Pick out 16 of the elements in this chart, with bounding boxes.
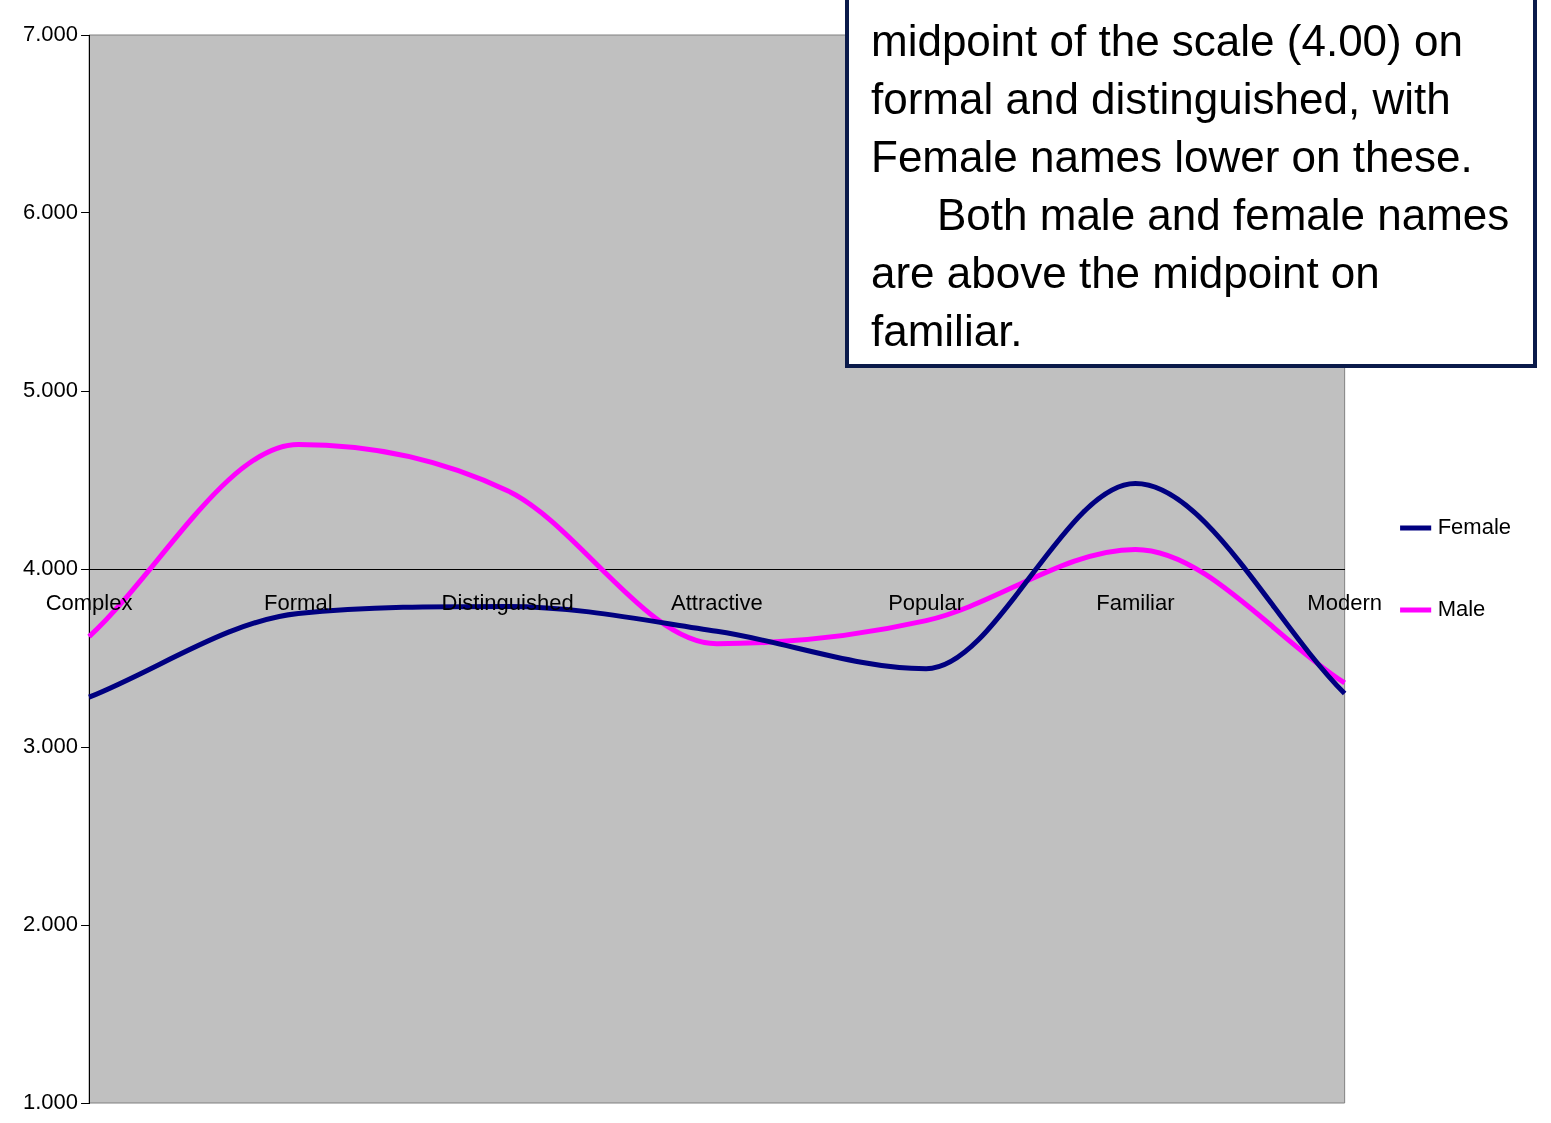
y-tick-label: 1.000 [22, 1089, 79, 1115]
x-tick-label: Modern [1307, 590, 1382, 616]
annotation: midpoint of the scale (4.00) on formal and distinguished, with Female names lower on these. [871, 15, 1474, 183]
y-tick-label: 7.000 [22, 21, 79, 47]
y-tick-label: 5.000 [22, 377, 79, 403]
annotation: Both male and female names are above the midpoint on familiar. [871, 189, 1511, 357]
y-tick-label: 6.000 [22, 199, 79, 225]
x-tick-label: Attractive [671, 590, 763, 616]
x-tick-label: Formal [264, 590, 333, 616]
y-tick-label: 2.000 [22, 911, 79, 937]
y-tick-label: 3.000 [22, 733, 79, 759]
legend-label: Male [1437, 596, 1486, 622]
x-tick-label: Familiar [1096, 590, 1175, 616]
legend-label: Female [1437, 514, 1511, 540]
y-tick-label: 4.000 [22, 555, 79, 581]
x-tick-label: Popular [888, 590, 965, 616]
